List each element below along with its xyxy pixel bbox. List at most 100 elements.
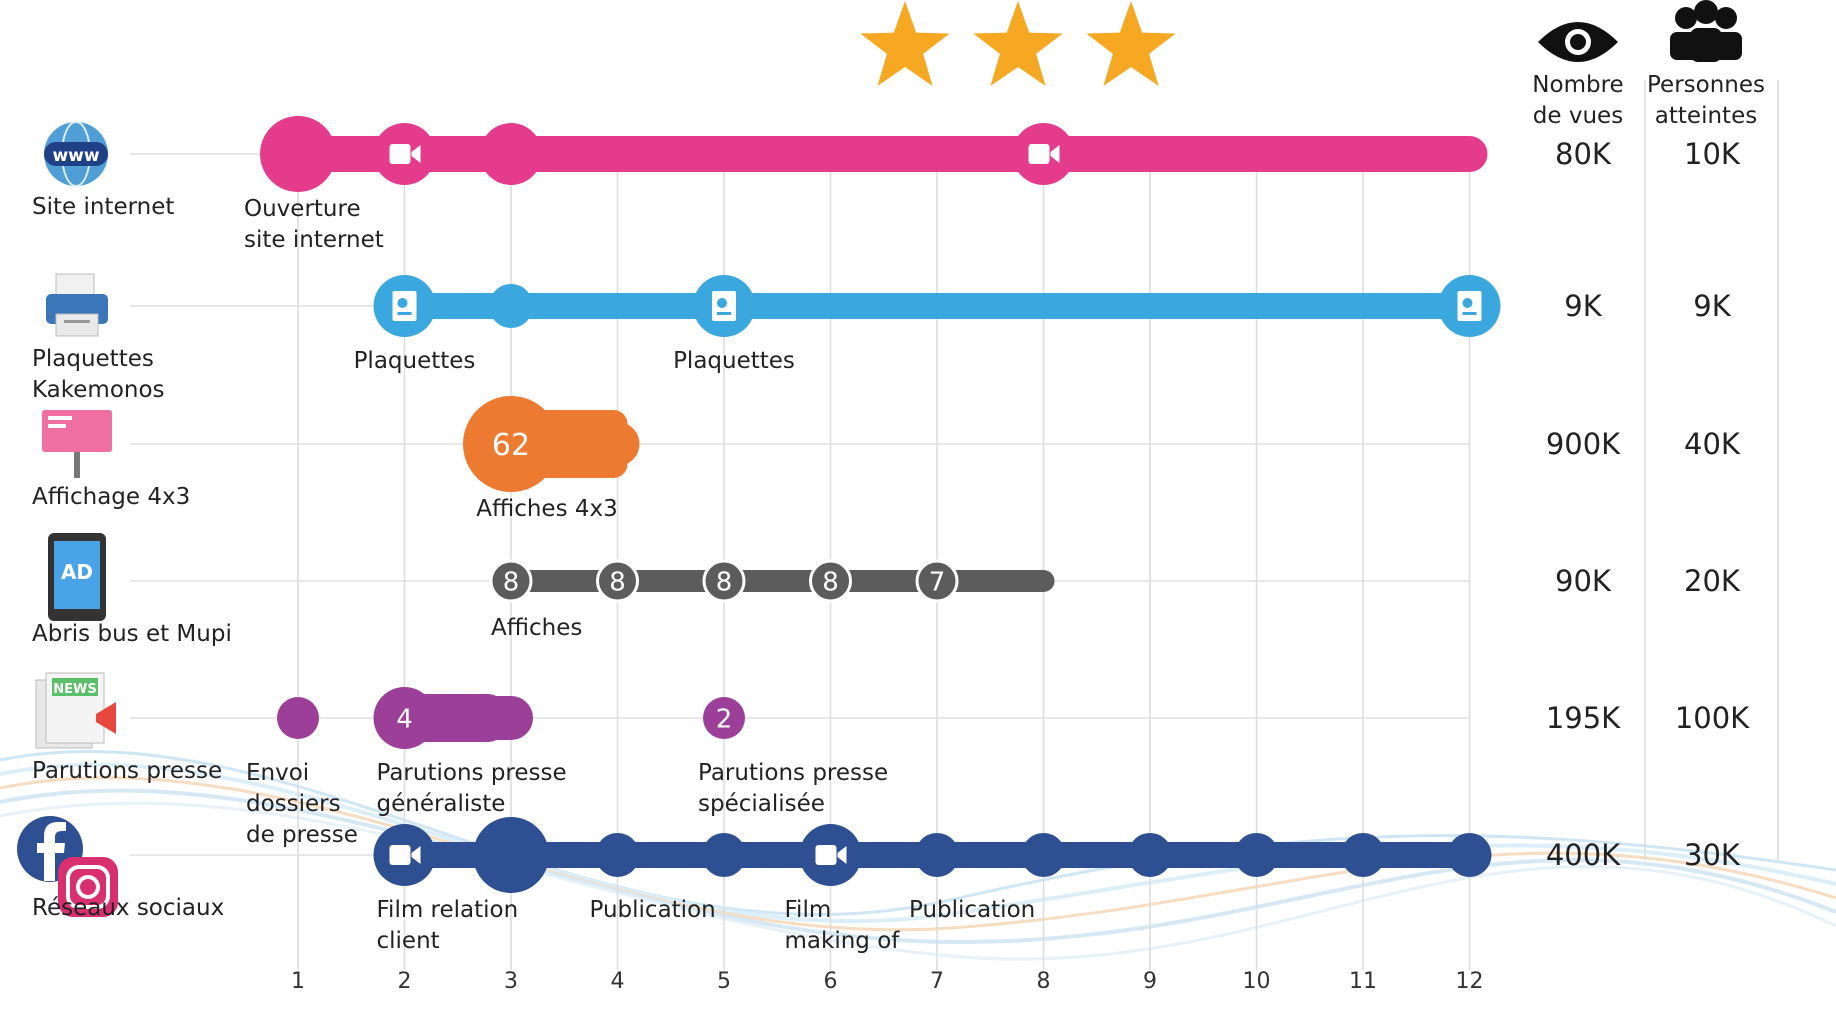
ad-text: AD <box>61 560 93 584</box>
count-point <box>703 697 745 739</box>
www-band <box>44 142 108 166</box>
camera-lens <box>411 145 421 163</box>
background-wave <box>0 750 1836 916</box>
count-value: 62 <box>492 428 530 463</box>
x-tick-label: 8 <box>1037 969 1051 994</box>
instagram-frame <box>66 865 110 909</box>
views-value: 195K <box>1546 701 1621 735</box>
timeline-point <box>1341 833 1385 877</box>
point-label-line: généraliste <box>377 791 506 817</box>
camera-lens <box>837 846 847 864</box>
people-header-line: Personnes <box>1647 72 1765 98</box>
row-affichage: Affichage 4x3 62 Affiches 4x3 900K 40K <box>32 396 1741 522</box>
people-value: 100K <box>1675 701 1750 735</box>
views-value: 80K <box>1555 137 1612 171</box>
count-value: 8 <box>716 567 733 597</box>
point-label-line: Plaquettes <box>354 348 476 374</box>
views-header-line: Nombre <box>1532 72 1623 98</box>
views-value: 90K <box>1555 564 1612 598</box>
instagram-lens <box>76 875 100 899</box>
point-label-line: spécialisée <box>698 791 825 817</box>
x-tick-label: 10 <box>1243 969 1271 994</box>
channel-label: Parutions presse <box>32 758 222 784</box>
printer-icon <box>46 273 108 337</box>
background-wave <box>0 762 1836 924</box>
background-wave <box>0 788 1836 945</box>
people-value: 9K <box>1693 289 1731 323</box>
www-text: www <box>52 146 99 166</box>
camera-body <box>1028 144 1050 164</box>
background-wave <box>0 776 1836 932</box>
instagram-logo <box>58 857 118 917</box>
point-label: Ouverture site internet <box>244 196 384 253</box>
point-label: Envoi dossiers de presse <box>246 760 358 848</box>
x-tick-label: 7 <box>930 969 944 994</box>
count-point <box>702 559 746 603</box>
people-value: 40K <box>1684 427 1741 461</box>
video-icon <box>1028 144 1060 164</box>
channel-label: Réseaux sociaux <box>32 895 224 921</box>
channel-rows: www Site internet Ouverture site internet 80… <box>17 116 1750 954</box>
billboard-line <box>48 416 72 420</box>
count-value: 8 <box>822 567 839 597</box>
background-wave <box>0 801 1836 961</box>
count-value: 7 <box>929 567 946 597</box>
person-head <box>1694 0 1718 24</box>
printer-output <box>55 313 99 337</box>
x-tick-label: 6 <box>824 969 838 994</box>
point-label-line: Publication <box>590 897 716 923</box>
facebook-f <box>37 822 66 881</box>
billboard-panel <box>42 410 112 452</box>
count-point <box>463 396 559 492</box>
views-header: Nombre de vues <box>1532 72 1623 129</box>
row-site: www Site internet Ouverture site internet 80… <box>32 116 1741 253</box>
people-value: 30K <box>1684 838 1741 872</box>
row-sociaux: Réseaux sociaux Film relation client Public… <box>17 816 1741 954</box>
eye-pupil <box>1570 34 1586 50</box>
point-label-line: dossiers <box>246 791 341 817</box>
x-tick-label: 12 <box>1456 969 1484 994</box>
channel-label-line: Site internet <box>32 194 174 220</box>
camera-body <box>389 144 411 164</box>
brochure-line <box>1462 312 1477 315</box>
camera-body <box>815 845 837 865</box>
views-header-line: de vues <box>1533 103 1623 129</box>
x-tick-label: 4 <box>611 969 625 994</box>
channel-label: Site internet <box>32 194 174 220</box>
timeline-point <box>277 697 319 739</box>
channel-label: Affichage 4x3 <box>32 484 190 510</box>
people-header: Personnes atteintes <box>1647 72 1765 129</box>
point-label-line: Affiches 4x3 <box>476 496 618 522</box>
point-label: Plaquettes <box>673 348 795 374</box>
timeline-point <box>702 833 746 877</box>
brochure-photo <box>1462 298 1473 308</box>
point-label: Parutions presse spécialisée <box>698 760 888 817</box>
point-label-line: Parutions presse <box>698 760 888 786</box>
count-point <box>915 559 959 603</box>
news-text: NEWS <box>53 682 96 697</box>
people-value: 10K <box>1684 137 1741 171</box>
channel-label: Plaquettes Kakemonos <box>32 346 165 403</box>
count-point <box>373 687 436 749</box>
billboard-icon <box>42 410 112 478</box>
news-banner <box>52 678 98 696</box>
video-icon <box>389 845 421 865</box>
channel-label-line: Kakemonos <box>32 377 165 403</box>
count-value: 2 <box>716 704 733 734</box>
person-head <box>1675 7 1697 29</box>
point-label-line: Film relation <box>377 897 519 923</box>
row-presse: NEWS Parutions presse 4 2 Envoi dossiers de pr… <box>32 672 1750 848</box>
megaphone <box>96 702 116 734</box>
views-value: 9K <box>1564 289 1602 323</box>
x-tick-label: 1 <box>291 969 305 994</box>
point-label-line: Affiches <box>491 615 582 641</box>
channel-label: Abris bus et Mupi <box>32 621 232 647</box>
bus-shelter-icon: AD <box>48 533 106 621</box>
timeline-point <box>1021 833 1066 877</box>
point-label: Parutions presse généraliste <box>377 760 567 817</box>
point-label-line: Film <box>785 897 832 923</box>
video-icon <box>815 845 847 865</box>
grid-lines <box>297 80 1779 970</box>
point-label: Affiches <box>491 615 582 641</box>
people-header-line: atteintes <box>1655 103 1757 129</box>
